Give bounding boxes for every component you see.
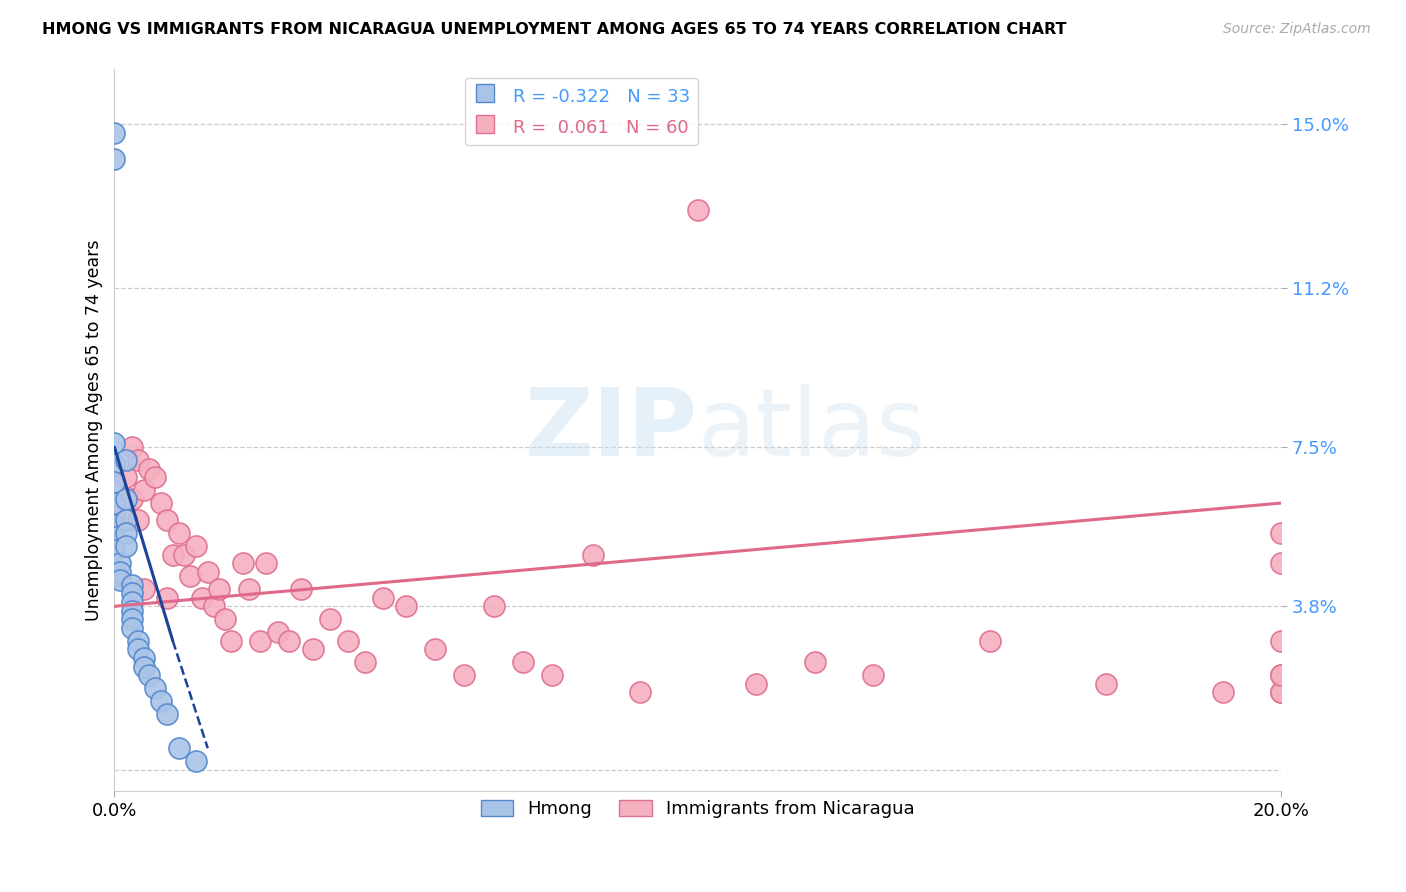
Point	[121, 586, 143, 600]
Point	[1270, 685, 1292, 699]
Point	[121, 612, 143, 626]
Point	[121, 491, 143, 506]
Point	[121, 604, 143, 618]
Point	[103, 517, 125, 532]
Point	[184, 539, 207, 553]
Point	[197, 565, 219, 579]
Point	[1212, 685, 1234, 699]
Point	[319, 612, 342, 626]
Point	[167, 741, 190, 756]
Point	[115, 470, 138, 484]
Y-axis label: Unemployment Among Ages 65 to 74 years: Unemployment Among Ages 65 to 74 years	[86, 239, 103, 621]
Point	[745, 677, 768, 691]
Point	[541, 668, 564, 682]
Legend: Hmong, Immigrants from Nicaragua: Hmong, Immigrants from Nicaragua	[474, 793, 922, 826]
Point	[132, 659, 155, 673]
Point	[582, 548, 605, 562]
Point	[121, 595, 143, 609]
Point	[173, 548, 195, 562]
Point	[103, 569, 125, 583]
Point	[138, 461, 160, 475]
Point	[103, 496, 125, 510]
Point	[482, 599, 505, 614]
Text: HMONG VS IMMIGRANTS FROM NICARAGUA UNEMPLOYMENT AMONG AGES 65 TO 74 YEARS CORREL: HMONG VS IMMIGRANTS FROM NICARAGUA UNEMP…	[42, 22, 1067, 37]
Point	[202, 599, 225, 614]
Point	[214, 612, 236, 626]
Point	[103, 152, 125, 166]
Point	[803, 655, 825, 669]
Point	[132, 582, 155, 596]
Point	[138, 668, 160, 682]
Point	[1270, 668, 1292, 682]
Point	[425, 642, 447, 657]
Point	[371, 591, 394, 605]
Point	[686, 203, 709, 218]
Point	[121, 578, 143, 592]
Point	[249, 633, 271, 648]
Point	[103, 475, 125, 489]
Point	[191, 591, 214, 605]
Point	[862, 668, 884, 682]
Point	[1095, 677, 1118, 691]
Point	[156, 591, 179, 605]
Point	[127, 453, 149, 467]
Point	[1270, 526, 1292, 541]
Point	[278, 633, 301, 648]
Point	[103, 458, 125, 472]
Point	[301, 642, 323, 657]
Point	[156, 706, 179, 721]
Point	[219, 633, 242, 648]
Point	[121, 621, 143, 635]
Point	[1270, 685, 1292, 699]
Point	[208, 582, 231, 596]
Point	[103, 508, 125, 523]
Point	[127, 633, 149, 648]
Point	[115, 513, 138, 527]
Point	[184, 754, 207, 768]
Point	[150, 694, 173, 708]
Point	[115, 491, 138, 506]
Point	[1270, 633, 1292, 648]
Point	[110, 574, 132, 588]
Text: ZIP: ZIP	[524, 384, 697, 476]
Point	[238, 582, 260, 596]
Point	[103, 543, 125, 558]
Text: Source: ZipAtlas.com: Source: ZipAtlas.com	[1223, 22, 1371, 37]
Point	[132, 483, 155, 497]
Point	[290, 582, 312, 596]
Point	[121, 440, 143, 454]
Point	[103, 126, 125, 140]
Point	[167, 526, 190, 541]
Point	[979, 633, 1001, 648]
Point	[628, 685, 651, 699]
Point	[103, 531, 125, 545]
Point	[127, 642, 149, 657]
Point	[162, 548, 184, 562]
Point	[232, 556, 254, 570]
Point	[267, 625, 290, 640]
Point	[1270, 556, 1292, 570]
Point	[179, 569, 201, 583]
Point	[254, 556, 277, 570]
Point	[395, 599, 418, 614]
Point	[115, 453, 138, 467]
Point	[132, 651, 155, 665]
Point	[115, 539, 138, 553]
Point	[354, 655, 377, 669]
Point	[150, 496, 173, 510]
Point	[103, 435, 125, 450]
Point	[336, 633, 359, 648]
Point	[453, 668, 475, 682]
Point	[115, 526, 138, 541]
Point	[156, 513, 179, 527]
Text: atlas: atlas	[697, 384, 927, 476]
Point	[143, 681, 166, 695]
Point	[143, 470, 166, 484]
Point	[103, 531, 125, 545]
Point	[1270, 668, 1292, 682]
Point	[110, 565, 132, 579]
Point	[127, 513, 149, 527]
Point	[512, 655, 534, 669]
Point	[110, 556, 132, 570]
